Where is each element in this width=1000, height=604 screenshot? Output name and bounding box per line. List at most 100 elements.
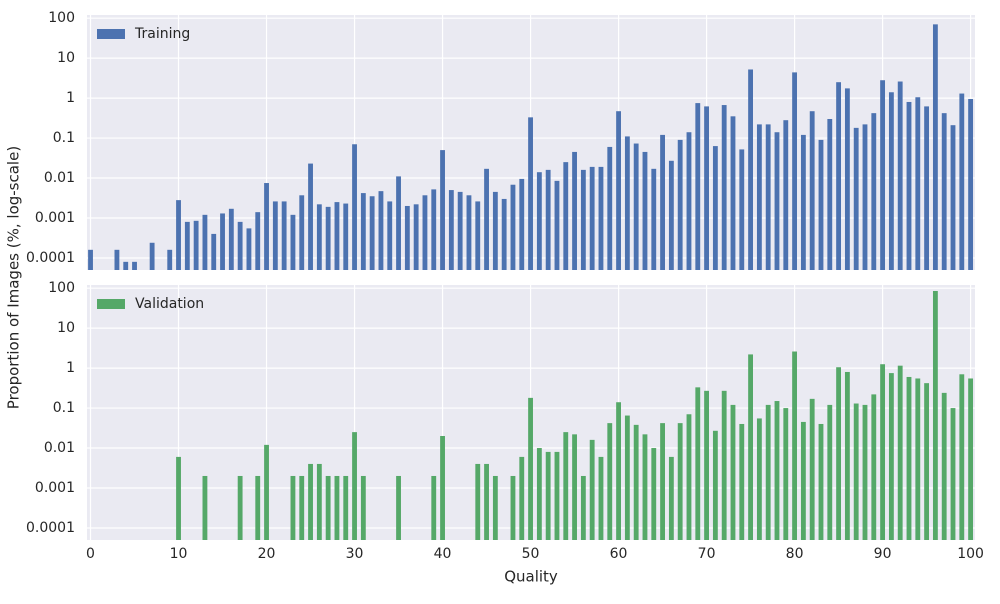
y-tick-label: 0.0001 (26, 250, 75, 266)
bar (484, 168, 489, 270)
bar (792, 72, 798, 270)
x-tick-label: 40 (434, 546, 452, 562)
y-tick-label: 0.001 (35, 480, 75, 496)
bar (492, 475, 498, 540)
bar (387, 201, 393, 270)
x-axis-label: Quality (504, 568, 558, 586)
bar (255, 212, 261, 270)
bar (290, 475, 296, 540)
bar (316, 204, 322, 270)
bar (149, 242, 155, 270)
bar (660, 134, 665, 270)
bar (360, 193, 366, 270)
bar (897, 365, 903, 540)
bar (668, 456, 674, 540)
bar (580, 169, 586, 270)
x-tick-label: 70 (698, 546, 716, 562)
bar (888, 373, 894, 540)
y-axis-label: Proportion of Images (%, log-scale) (5, 146, 23, 409)
bar (651, 448, 657, 540)
bar (572, 434, 577, 540)
bar (862, 124, 868, 271)
bar (871, 113, 877, 270)
bar (440, 150, 445, 270)
bar (510, 475, 516, 540)
x-tick-label: 10 (170, 546, 188, 562)
bar (343, 203, 349, 270)
bar (704, 390, 709, 540)
bar (704, 106, 709, 270)
bar (598, 456, 604, 540)
bar (413, 204, 419, 270)
x-tick-label: 90 (874, 546, 892, 562)
bar (607, 423, 613, 540)
bar (589, 439, 595, 540)
bar (941, 392, 947, 540)
bar (695, 103, 701, 270)
bar (237, 475, 243, 540)
bar (809, 398, 815, 540)
legend-label: Training (134, 26, 190, 42)
legend-swatch (97, 29, 125, 39)
bar (651, 168, 657, 270)
bar (431, 475, 437, 540)
bar (554, 180, 560, 270)
bar (299, 195, 305, 270)
bar (457, 191, 463, 270)
bar (924, 106, 930, 270)
bar (510, 184, 516, 270)
bar (484, 463, 489, 540)
bar (880, 364, 886, 540)
bar (660, 423, 665, 540)
bar (246, 228, 252, 270)
bar (580, 475, 586, 540)
y-tick-label: 0.01 (44, 170, 75, 186)
bar (774, 132, 780, 270)
bar (792, 351, 798, 540)
bar (475, 463, 481, 540)
bar (519, 178, 525, 270)
bar (765, 404, 771, 540)
bar (114, 249, 120, 270)
bar (897, 81, 903, 270)
bar (281, 201, 287, 270)
bar (774, 401, 780, 540)
bar (950, 408, 956, 540)
bar (915, 97, 921, 270)
bar (545, 169, 551, 270)
y-tick-label: 0.0001 (26, 520, 75, 536)
bar (123, 261, 129, 270)
bar (519, 456, 525, 540)
bar (334, 475, 340, 540)
bar (906, 376, 912, 540)
bar (730, 404, 736, 540)
bar (202, 475, 208, 540)
bar (528, 117, 533, 270)
bar (695, 387, 701, 540)
bar (624, 415, 630, 540)
bar (132, 261, 137, 270)
bar (853, 403, 859, 540)
bar (572, 151, 577, 270)
bar (308, 463, 313, 540)
bar (589, 166, 595, 270)
y-tick-label: 100 (48, 10, 75, 26)
bar (343, 475, 349, 540)
bar (88, 249, 93, 270)
x-tick-label: 20 (258, 546, 276, 562)
bar (422, 195, 428, 270)
bar (783, 408, 789, 540)
x-tick-label: 50 (522, 546, 540, 562)
bar (721, 390, 727, 540)
legend-label: Validation (135, 296, 204, 312)
bar (404, 205, 410, 270)
bar (880, 80, 886, 271)
bar (325, 475, 331, 540)
x-tick-label: 60 (610, 546, 628, 562)
bar (756, 418, 762, 540)
bar (220, 213, 225, 270)
bar (836, 82, 842, 270)
bar (844, 371, 850, 540)
bar (325, 206, 331, 270)
